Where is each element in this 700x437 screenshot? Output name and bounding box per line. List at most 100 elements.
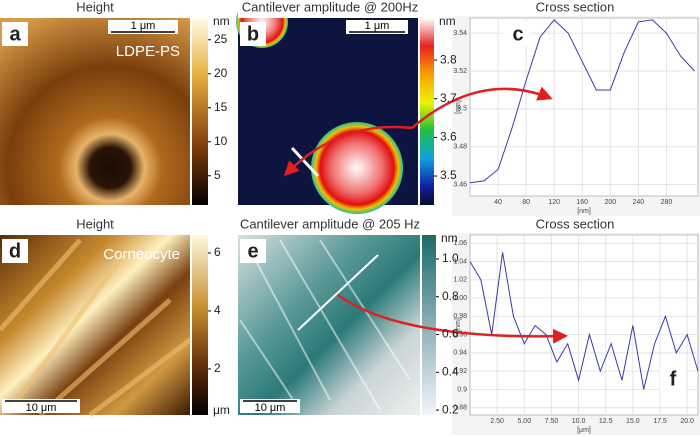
labels: Height a LDPE-PS 1 μm nm 25 20 15 10 5 Cantilever …: [2, 0, 459, 417]
line: [469, 19, 695, 184]
profile-line: [290, 146, 320, 178]
colorbar-tick-label: 3.6: [440, 130, 457, 144]
letter-box: [2, 22, 28, 46]
colorbar-tick-label: 0.8: [442, 289, 459, 303]
scale-bar-label: 10 μm: [255, 402, 286, 414]
panel-letter: b: [247, 23, 259, 45]
y-tick-label: 3.46: [453, 181, 467, 188]
x-tick-label: 160: [576, 199, 588, 206]
y-tick-label: 0.98: [453, 313, 467, 320]
colorbar-e: [422, 235, 436, 415]
colorbar-tick-label: 10: [214, 134, 228, 148]
y-tick-label: 1.00: [453, 295, 467, 302]
blob: [311, 122, 403, 214]
arrow: [337, 293, 568, 344]
colorbar-tick-label: 25: [214, 32, 228, 46]
y-tick-label: 0.96: [453, 331, 467, 338]
plot-area: [469, 17, 699, 197]
colorbar-tick-label: 20: [214, 66, 228, 80]
x-tick-label: 40: [494, 199, 502, 206]
scale-bar-box: [240, 399, 300, 413]
texture: [239, 239, 411, 411]
y-tick-label: 0.88: [453, 405, 467, 412]
panel-title: Cantilever amplitude @ 200Hz: [242, 0, 419, 14]
panel-title: Height: [76, 216, 114, 231]
x-tick-label: 240: [633, 199, 645, 206]
colorbar-tick-label: 0.6: [442, 327, 459, 341]
scale-bar-box: [346, 20, 408, 34]
y-tick-label: 0.92: [453, 368, 467, 375]
colorbar-tick-label: 5: [214, 168, 221, 182]
colorbar-tick-label: 15: [214, 100, 228, 114]
x-tick-label: 2.50: [490, 418, 504, 425]
y-axis-label: [nm]: [455, 318, 462, 332]
panel-label: LDPE-PS: [116, 43, 180, 60]
letter-box: [660, 367, 686, 391]
letter-box: [505, 22, 531, 46]
colorbar-a: [192, 18, 208, 205]
scale-bar-label: 1 μm: [365, 20, 390, 32]
profile-line: [297, 254, 379, 331]
scale-bar-box: [2, 399, 80, 413]
x-tick-label: 17.5: [653, 418, 667, 425]
images: [0, 0, 436, 417]
panel-letter: c: [512, 23, 523, 45]
panel-letter: d: [9, 240, 21, 262]
colorbar-tick-label: 3.7: [440, 91, 457, 105]
colorbar-unit: nm: [213, 14, 230, 28]
x-tick-label: 120: [548, 199, 560, 206]
y-tick-label: 3.52: [453, 68, 467, 75]
x-tick-label: 280: [661, 199, 673, 206]
x-tick-label: 20.0: [680, 418, 694, 425]
y-axis-label: [nm]: [455, 100, 462, 114]
arrow: [411, 86, 553, 129]
panel-letter: e: [247, 240, 258, 262]
colorbar-tick-label: 0.4: [442, 364, 459, 378]
chart-title: Cross section: [536, 0, 615, 14]
colorbar-unit: nm: [439, 14, 456, 28]
panel-title: Cantilever amplitude @ 205 Hz: [240, 216, 420, 231]
y-tick-label: 1.06: [453, 240, 467, 247]
arrow: [283, 125, 413, 177]
colorbar-unit: nm: [441, 231, 458, 245]
colorbar-tick-label: 4: [214, 303, 221, 317]
panel-letter: f: [670, 368, 677, 390]
colorbar-d: [192, 235, 208, 415]
x-tick-label: 10.0: [572, 418, 586, 425]
chart-title: Cross section: [536, 216, 615, 231]
y-tick-label: 3.48: [453, 144, 467, 151]
x-tick-label: 12.5: [599, 418, 613, 425]
x-tick-label: 200: [604, 199, 616, 206]
y-tick-label: 0.9: [457, 386, 467, 393]
image-a: [0, 18, 190, 205]
image-d: [0, 235, 190, 415]
x-axis-label: [nm]: [577, 208, 591, 215]
letter-box: [2, 239, 28, 263]
y-tick-label: 3.5: [457, 106, 467, 113]
x-axis-label: [μm]: [577, 427, 591, 434]
panel-letter: a: [9, 23, 21, 45]
y-tick-label: 1.02: [453, 277, 467, 284]
colorbar-tick-label: 2: [214, 361, 221, 375]
charts: Cross section 3.46 3.48 3.5 3.52 3.54 40 80 120 1…: [452, 0, 700, 435]
y-tick-label: 3.54: [453, 30, 467, 37]
colorbar-tick-label: 3.5: [440, 168, 457, 182]
x-tick-label: 7.50: [545, 418, 559, 425]
x-tick-label: 80: [522, 199, 530, 206]
colorbar-tick-label: 6: [214, 245, 221, 259]
letter-box: [240, 239, 266, 263]
y-tick-label: 1.04: [453, 258, 467, 265]
colorbar-tick-label: 0.2: [442, 402, 459, 416]
scale-bar-label: 1 μm: [131, 20, 156, 32]
panel-title: Height: [76, 0, 114, 14]
colorbar-tick-label: 3.8: [440, 52, 457, 66]
y-tick-label: 0.94: [453, 350, 467, 357]
scale-bar-label: 10 μm: [26, 402, 57, 414]
texture: [0, 238, 192, 417]
line: [469, 252, 699, 390]
panel-label: Corneocyte: [103, 246, 180, 263]
scale-bar-box: [108, 20, 178, 34]
colorbar-b: [420, 18, 434, 205]
arrows: [283, 86, 568, 344]
